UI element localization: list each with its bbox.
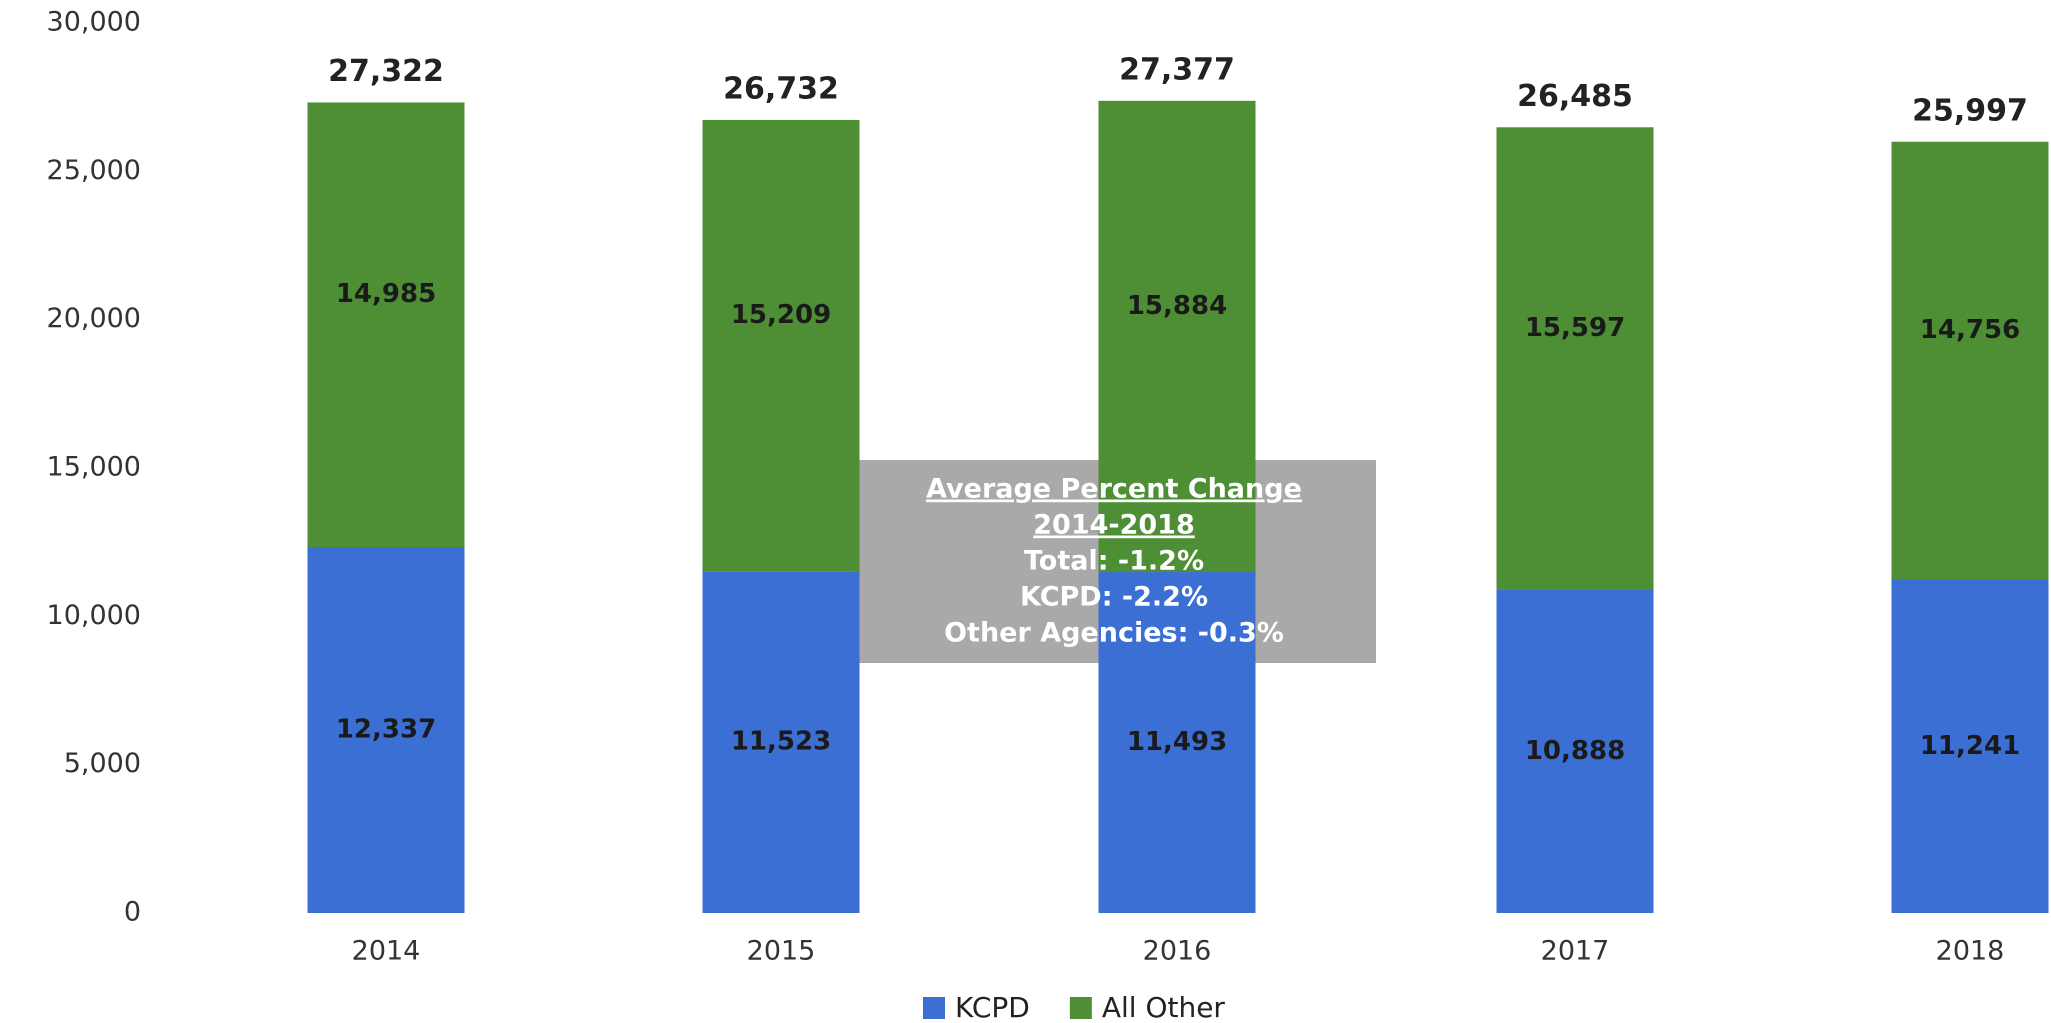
bar-segment (1496, 589, 1654, 913)
annotation-line: Total: -1.2% (1024, 546, 1204, 577)
y-tick-label: 5,000 (64, 748, 141, 779)
y-tick-label: 30,000 (47, 7, 141, 38)
bar-segment (1891, 141, 2049, 580)
legend-swatch (1069, 997, 1092, 1019)
value-label: 15,597 (1525, 313, 1625, 343)
value-label: 14,756 (1920, 315, 2020, 345)
total-label: 27,377 (1119, 52, 1235, 87)
bar-segment (1098, 100, 1256, 573)
x-tick-label: 2015 (747, 936, 816, 967)
x-tick-label: 2016 (1143, 936, 1212, 967)
y-tick-label: 15,000 (47, 452, 141, 483)
total-label: 26,732 (723, 71, 839, 106)
value-label: 11,493 (1127, 727, 1227, 757)
bar-segment (702, 571, 860, 913)
y-tick-label: 10,000 (47, 600, 141, 631)
annotation-period: 2014-2018 (1033, 510, 1195, 541)
bar-segment (1891, 579, 2049, 913)
value-label: 11,241 (1920, 731, 2020, 761)
total-label: 26,485 (1517, 79, 1633, 114)
x-tick-label: 2014 (352, 936, 421, 967)
y-tick-label: 20,000 (47, 303, 141, 334)
x-tick-label: 2018 (1936, 936, 2005, 967)
value-label: 12,337 (336, 715, 436, 745)
y-tick-label: 0 (124, 897, 141, 928)
bar-segment (307, 547, 465, 913)
total-label: 25,997 (1912, 93, 2028, 128)
legend-label: All Other (1102, 991, 1226, 1023)
y-tick-label: 25,000 (47, 155, 141, 186)
bar-segment (702, 119, 860, 572)
annotation-line: KCPD: -2.2% (1020, 582, 1208, 613)
annotation-line: Other Agencies: -0.3% (944, 618, 1284, 649)
value-label: 10,888 (1525, 736, 1625, 766)
legend-swatch (923, 997, 945, 1019)
value-label: 14,985 (336, 279, 436, 309)
bar-segment (307, 102, 465, 548)
value-label: 15,884 (1127, 291, 1227, 321)
value-label: 15,209 (731, 300, 831, 330)
annotation-title: Average Percent Change (926, 474, 1302, 505)
bar-segment (1496, 127, 1654, 590)
legend-label: KCPD (955, 991, 1030, 1023)
x-tick-label: 2017 (1541, 936, 1610, 967)
bar-segment (1098, 572, 1256, 913)
value-label: 11,523 (731, 727, 831, 757)
total-label: 27,322 (328, 54, 444, 89)
